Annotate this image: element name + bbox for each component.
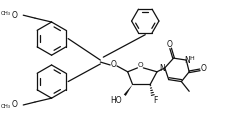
Text: F: F [153,96,157,105]
Text: CH₃: CH₃ [0,104,10,109]
Text: H: H [190,56,194,61]
Text: O: O [138,62,143,68]
Text: O: O [11,100,17,109]
Text: N: N [159,64,165,73]
Text: O: O [11,11,17,20]
Text: O: O [167,40,173,49]
Text: N: N [184,56,190,65]
Text: HO: HO [110,96,122,105]
Text: CH₃: CH₃ [0,11,10,16]
Text: O: O [111,60,117,69]
Text: O: O [201,64,207,73]
Polygon shape [124,84,133,96]
